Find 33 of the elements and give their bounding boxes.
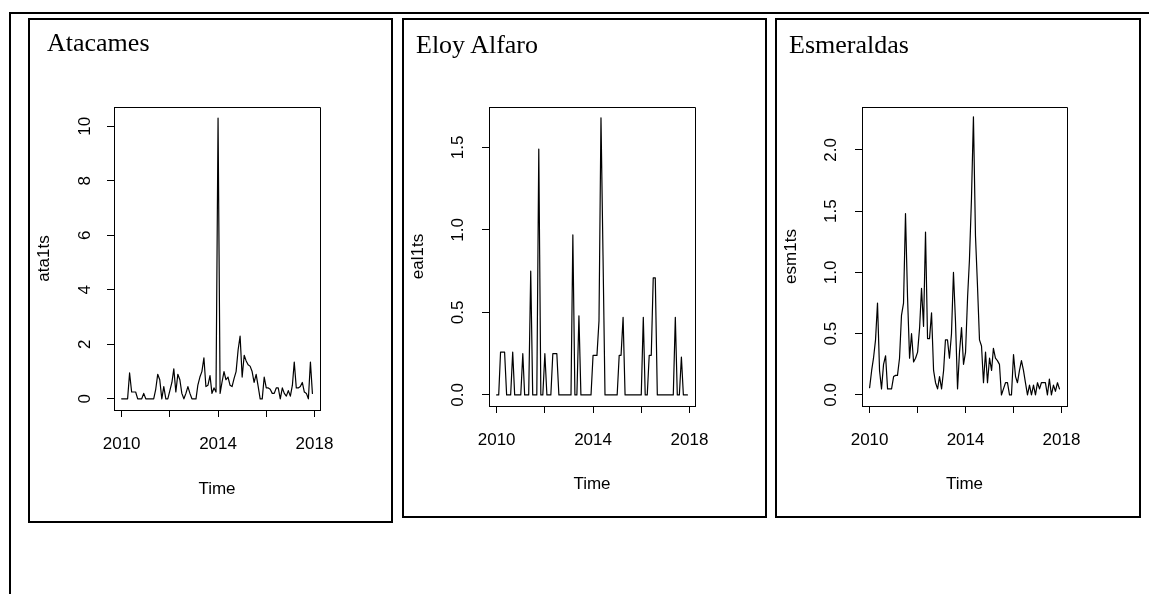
chart-title: Atacames [47,28,150,57]
y-tick-label: 0.0 [820,383,840,407]
y-tick-label: 1.0 [820,260,840,285]
chart-title: Esmeraldas [789,30,909,59]
x-tick-label: 2010 [102,433,141,453]
x-tick-label: 2014 [946,429,985,449]
y-tick-label: 2 [75,339,95,350]
y-tick-label: 1.5 [447,135,467,160]
y-tick-label: 0.5 [820,321,840,346]
y-tick-label: 8 [75,176,95,186]
y-tick-label: 1.5 [820,199,840,223]
y-tick-label: 2.0 [820,138,840,162]
y-tick-label: 0.5 [447,300,467,325]
x-axis-title: Time [198,479,236,499]
y-axis-title: ata1ts [33,235,53,282]
x-tick-label: 2018 [1042,429,1081,449]
y-tick-label: 0.0 [447,383,467,407]
x-axis-title: Time [945,474,984,494]
x-tick-label: 2010 [850,429,889,449]
chart-title: Eloy Alfaro [416,30,539,59]
x-axis-title: Time [573,474,611,494]
y-tick-label: 1.0 [447,218,467,242]
x-tick-label: 2018 [295,433,334,453]
x-tick-label: 2010 [477,429,516,449]
x-tick-label: 2014 [199,433,237,453]
y-axis-title: esm1ts [780,229,800,284]
y-tick-label: 6 [75,230,95,241]
y-axis-title: eal1ts [407,233,427,280]
y-tick-label: 10 [75,116,95,136]
x-tick-label: 2014 [574,429,612,449]
y-tick-label: 0 [75,394,95,404]
x-tick-label: 2018 [670,429,709,449]
y-tick-label: 4 [75,285,95,295]
